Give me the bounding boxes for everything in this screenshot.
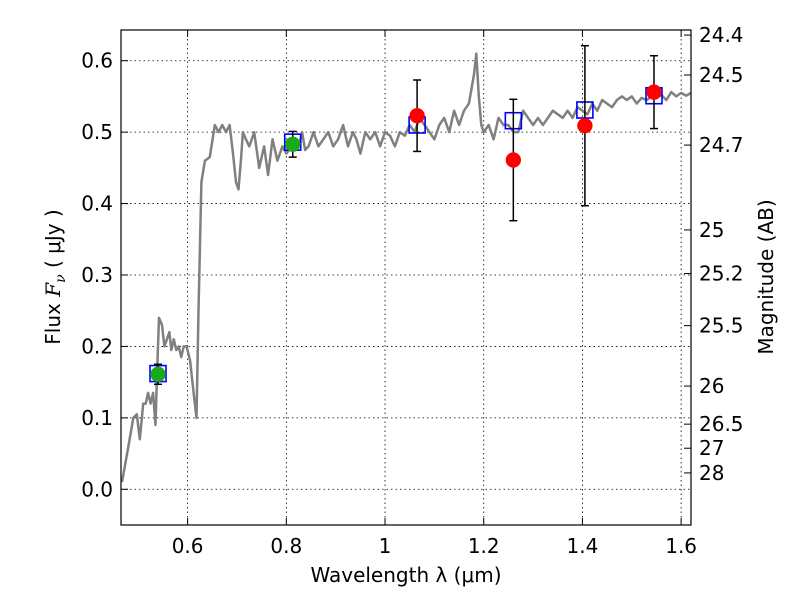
y-axis-label-var: F — [41, 282, 65, 298]
mag-tick-label: 26.5 — [699, 412, 744, 436]
y-axis-label-suffix: ( μJy ) — [41, 209, 65, 274]
observed-point — [646, 84, 662, 100]
y-tick-label: 0.1 — [81, 406, 113, 430]
plot-area — [121, 44, 691, 483]
x-tick-label: 1.2 — [468, 534, 500, 558]
observed-point — [505, 152, 522, 168]
y-tick-label: 0.6 — [81, 49, 113, 73]
mag-tick-label: 24.5 — [699, 63, 744, 87]
observed-point — [577, 117, 593, 134]
y-tick-label: 0.3 — [81, 263, 113, 287]
model-spectrum-line — [121, 52, 691, 483]
mag-tick-label: 25.5 — [699, 314, 744, 338]
observed-point — [284, 136, 301, 153]
observed-point — [409, 107, 425, 124]
y-tick-label: 0.5 — [81, 120, 113, 144]
y-tick-label: 0.2 — [81, 334, 113, 358]
x-tick-label: 1.6 — [665, 534, 697, 558]
ticks: 0.6 0.8 1 1.2 1.4 1.6 0.0 0.1 0.2 0.3 0.4 0.5 0.6 24.… — [81, 23, 743, 558]
x-tick-label: 0.6 — [172, 534, 204, 558]
grid — [121, 30, 691, 525]
axes-frame — [120, 29, 692, 526]
x-tick-label: 1.4 — [567, 534, 599, 558]
y-tick-label: 0.4 — [81, 192, 113, 216]
mag-tick-label: 24.7 — [699, 133, 744, 157]
mag-tick-label: 26 — [699, 374, 724, 398]
y-axis-label-sub: ν — [53, 274, 69, 283]
right-axis-label: Magnitude (AB) — [754, 199, 778, 354]
y-tick-label: 0.0 — [81, 477, 113, 501]
y-axis-label-prefix: Flux — [41, 297, 65, 345]
x-axis-label: Wavelength λ (μm) — [310, 563, 501, 587]
observed-point — [150, 366, 166, 383]
x-tick-label: 0.8 — [270, 534, 302, 558]
x-tick-label: 1 — [379, 534, 392, 558]
y-axis-label: Flux Fν ( μJy ) — [41, 209, 69, 344]
mag-tick-label: 25 — [699, 218, 724, 242]
mag-tick-label: 24.4 — [699, 23, 744, 47]
mag-tick-label: 28 — [699, 461, 724, 485]
mag-tick-label: 27 — [699, 436, 724, 460]
mag-tick-label: 25.2 — [699, 262, 744, 286]
